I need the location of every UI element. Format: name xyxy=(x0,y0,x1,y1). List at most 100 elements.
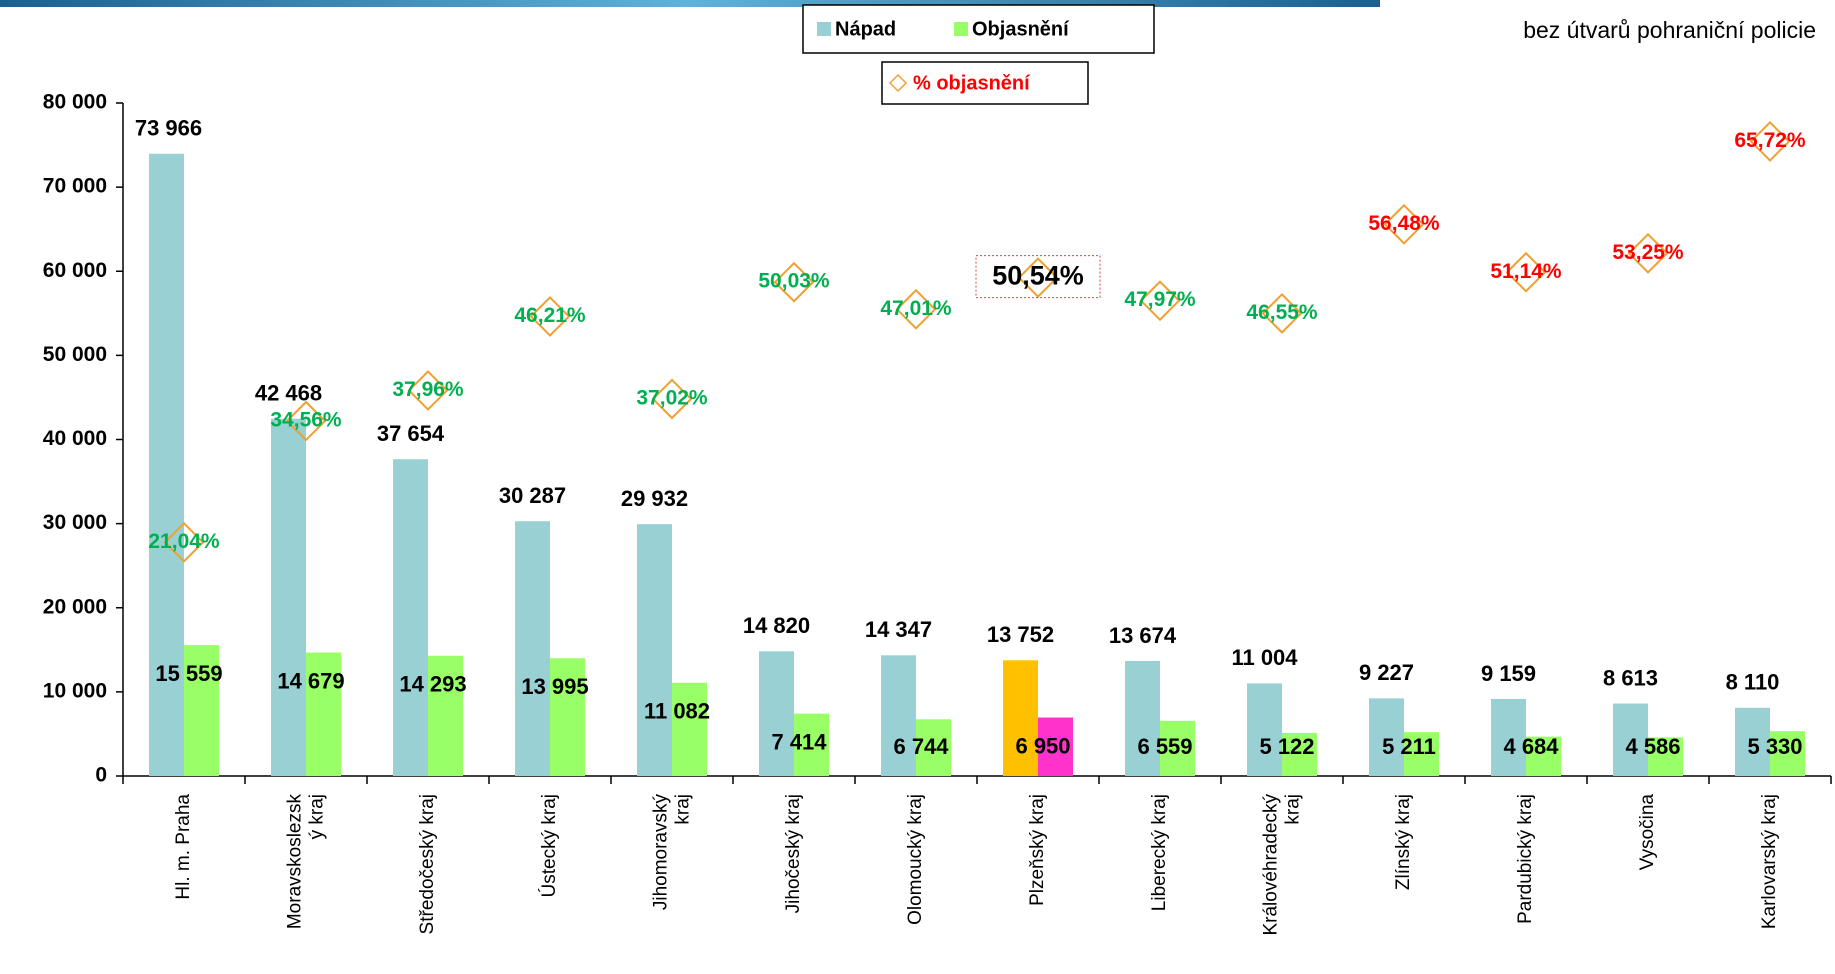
value-label: 13 995 xyxy=(521,674,588,699)
marker xyxy=(1749,120,1791,162)
value-label: 53,25% xyxy=(1612,241,1684,264)
x-tick-label: Jihočeský kraj xyxy=(783,794,804,913)
value-label: 15 559 xyxy=(155,661,222,686)
value-label: 6 950 xyxy=(1015,733,1070,758)
marker xyxy=(529,296,571,337)
label-box xyxy=(975,255,1101,299)
x-tick-label: Ústecký kraj xyxy=(538,794,560,897)
y-tick-label: 10 000 xyxy=(43,679,107,702)
bar xyxy=(759,651,794,776)
bar xyxy=(1491,698,1526,776)
y-tick-label: 60 000 xyxy=(43,259,107,282)
value-label: 42 468 xyxy=(255,381,322,406)
marker xyxy=(285,400,327,442)
value-label: 6 559 xyxy=(1137,734,1192,759)
bar xyxy=(393,459,428,776)
value-label: 9 227 xyxy=(1359,660,1414,685)
value-label: 14 347 xyxy=(865,617,932,642)
marker xyxy=(1383,203,1425,245)
legend-box xyxy=(802,4,1155,54)
marker xyxy=(1505,251,1547,293)
x-tick-label: Zlínský kraj xyxy=(1393,794,1414,890)
bar xyxy=(515,521,550,776)
marker xyxy=(1139,280,1181,322)
marker xyxy=(895,288,937,330)
y-tick-label: 50 000 xyxy=(43,343,107,366)
value-label: 11 004 xyxy=(1231,645,1298,670)
bar xyxy=(428,655,463,776)
value-label: 51,14% xyxy=(1490,260,1562,283)
value-label: 73 966 xyxy=(135,116,202,141)
value-label: 9 159 xyxy=(1481,661,1536,686)
y-tick-label: 20 000 xyxy=(43,595,107,618)
value-label: 5 122 xyxy=(1259,734,1314,759)
bar xyxy=(306,652,341,776)
bar xyxy=(1003,660,1038,776)
value-label: 14 820 xyxy=(743,613,810,638)
legend-box xyxy=(881,61,1089,105)
value-label: 37,02% xyxy=(636,386,708,409)
x-tick-label: Plzeňský kraj xyxy=(1027,794,1048,906)
legend-label: Nápad xyxy=(835,18,896,40)
value-label: 8 613 xyxy=(1603,665,1658,690)
x-tick-label: Vysočina xyxy=(1637,794,1658,871)
bar xyxy=(1613,703,1648,776)
legend-label: Objasnění xyxy=(972,18,1070,40)
value-label: 8 110 xyxy=(1726,670,1780,695)
bar xyxy=(1404,732,1439,776)
value-label: 4 684 xyxy=(1503,734,1559,759)
x-tick-label: Olomoucký kraj xyxy=(905,794,926,925)
value-label: 56,48% xyxy=(1368,212,1440,235)
bar xyxy=(916,719,951,776)
y-tick-label: 70 000 xyxy=(43,175,107,198)
value-label: 47,01% xyxy=(880,297,952,320)
y-tick-label: 40 000 xyxy=(43,427,107,450)
top-strip xyxy=(0,0,1380,7)
value-label: 13 752 xyxy=(987,622,1054,647)
legend-label: % objasnění xyxy=(913,72,1031,94)
bar xyxy=(1038,717,1073,776)
value-label: 46,21% xyxy=(514,304,586,327)
bar xyxy=(1282,732,1317,776)
x-tick-label: Hl. m. Praha xyxy=(173,794,194,900)
y-tick-label: 80 000 xyxy=(43,91,107,114)
value-label: 29 932 xyxy=(621,486,688,511)
value-label: 37 654 xyxy=(377,421,445,446)
value-label: 65,72% xyxy=(1734,129,1806,152)
x-tick-label: Pardubický kraj xyxy=(1515,794,1536,924)
bar xyxy=(1648,737,1683,776)
marker xyxy=(163,521,205,563)
bar xyxy=(881,655,916,776)
legend-swatch xyxy=(888,73,908,93)
marker xyxy=(407,370,449,411)
value-label: 37,96% xyxy=(392,378,464,401)
marker xyxy=(1627,232,1669,274)
value-label: 46,55% xyxy=(1246,301,1318,324)
value-label: 34,56% xyxy=(270,409,342,432)
value-label: 21,04% xyxy=(148,530,220,553)
value-label: 11 082 xyxy=(644,699,710,724)
annotation: bez útvarů pohraniční policie xyxy=(1523,17,1816,43)
legend-swatch xyxy=(817,22,831,36)
bar xyxy=(1247,683,1282,776)
value-label: 47,97% xyxy=(1124,288,1196,311)
marker xyxy=(1261,293,1303,334)
bar xyxy=(1160,720,1195,776)
value-label: 50,03% xyxy=(758,270,830,293)
legend-swatch xyxy=(954,22,968,36)
value-label: 14 293 xyxy=(399,672,466,697)
value-label: 30 287 xyxy=(499,483,566,508)
bar xyxy=(550,658,585,776)
value-label: 7 414 xyxy=(771,729,827,754)
x-tick-label: Liberecký kraj xyxy=(1149,794,1170,911)
bar xyxy=(1125,660,1160,776)
x-tick-label: Moravskoslezský kraj xyxy=(285,794,328,930)
y-tick-label: 0 xyxy=(95,764,107,787)
bar xyxy=(149,153,184,776)
bar xyxy=(271,418,306,776)
bar xyxy=(1526,736,1561,776)
value-label: 14 679 xyxy=(277,668,344,693)
marker xyxy=(773,261,815,303)
bar xyxy=(1770,731,1805,776)
